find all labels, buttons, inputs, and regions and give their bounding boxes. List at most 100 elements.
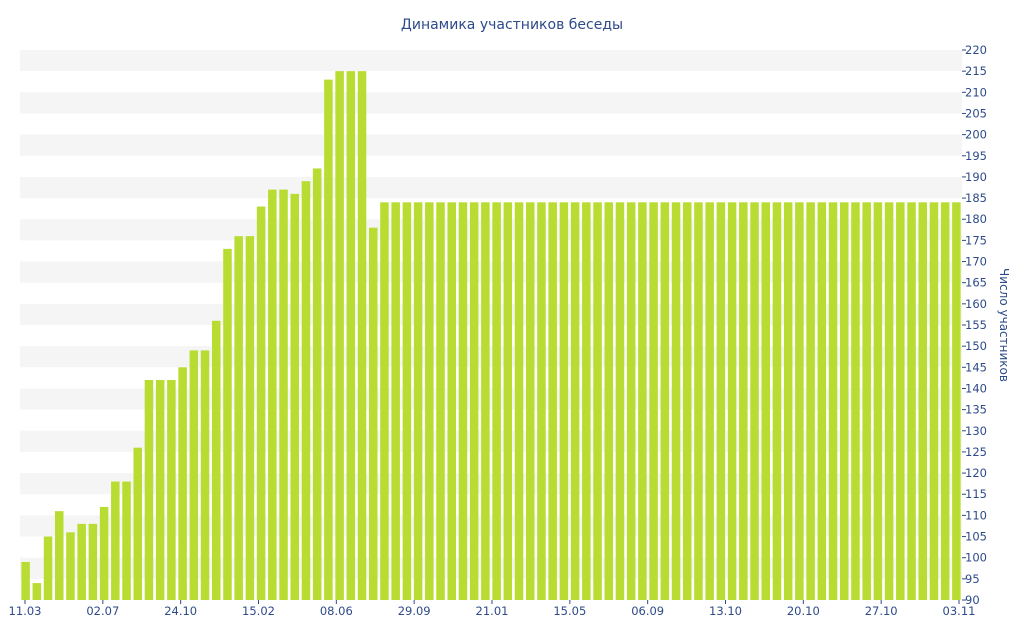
bar xyxy=(705,202,714,600)
y-tick-label: 150 xyxy=(965,339,987,353)
y-tick-label: 130 xyxy=(965,424,987,438)
bar xyxy=(839,202,849,600)
bar xyxy=(626,202,636,600)
bar xyxy=(189,350,199,600)
y-tick-label: 115 xyxy=(965,487,987,501)
bar xyxy=(77,523,86,600)
bar xyxy=(245,236,255,600)
bar xyxy=(234,236,243,600)
bar xyxy=(357,71,367,600)
y-tick-label: 175 xyxy=(965,233,987,247)
bar xyxy=(570,202,580,600)
grid-band xyxy=(20,134,962,156)
y-tick-label: 110 xyxy=(965,508,987,522)
bar xyxy=(682,202,692,600)
bar xyxy=(582,202,591,600)
grid-band xyxy=(20,92,962,114)
y-tick-label: 210 xyxy=(965,85,987,99)
x-tick-label: 08.06 xyxy=(320,604,353,618)
bar xyxy=(884,202,894,600)
bar xyxy=(862,202,871,600)
y-tick-label: 160 xyxy=(965,297,987,311)
bar xyxy=(155,380,165,600)
bar xyxy=(593,202,602,600)
bar xyxy=(335,71,344,600)
bar xyxy=(828,202,838,600)
y-tick-label: 215 xyxy=(965,64,987,78)
y-tick-label: 170 xyxy=(965,255,987,269)
bar xyxy=(604,202,614,600)
y-tick-label: 220 xyxy=(965,43,987,57)
y-tick-label: 140 xyxy=(965,381,987,395)
grid-band xyxy=(20,557,962,579)
bar xyxy=(806,202,815,600)
bar xyxy=(694,202,703,600)
bar xyxy=(559,202,569,600)
x-tick-label: 27.10 xyxy=(865,604,898,618)
bar xyxy=(907,202,916,600)
bar xyxy=(469,202,479,600)
bar xyxy=(167,380,176,600)
bar xyxy=(671,202,681,600)
bar xyxy=(537,202,546,600)
grid-band xyxy=(20,388,962,410)
grid-band xyxy=(20,515,962,537)
bar xyxy=(324,79,333,601)
y-tick-label: 125 xyxy=(965,445,987,459)
y-tick-label: 195 xyxy=(965,149,987,163)
grid-band xyxy=(20,303,962,325)
bar xyxy=(413,202,423,600)
bar xyxy=(514,202,524,600)
grid-band xyxy=(20,473,962,495)
y-axis-ticks: 90 95 100 105 110 115 120 125 130 135 140 145 150 155… xyxy=(962,43,987,607)
bar xyxy=(301,181,311,600)
bar xyxy=(144,380,154,600)
bar xyxy=(750,202,759,600)
x-tick-label: 03.11 xyxy=(943,604,976,618)
y-tick-label: 155 xyxy=(965,318,987,332)
bar xyxy=(200,350,210,600)
y-tick-label: 185 xyxy=(965,191,987,205)
bar xyxy=(795,202,804,600)
bar xyxy=(716,202,726,600)
bar xyxy=(402,202,412,600)
bar xyxy=(940,202,950,600)
x-tick-label: 24.10 xyxy=(164,604,197,618)
bar xyxy=(548,202,557,600)
bar xyxy=(99,506,109,600)
x-tick-label: 21.01 xyxy=(476,604,509,618)
bar xyxy=(88,523,98,600)
grid-bands xyxy=(20,50,962,579)
x-tick-label: 02.07 xyxy=(86,604,119,618)
bar xyxy=(873,202,883,600)
bar xyxy=(638,202,647,600)
grid-band xyxy=(20,346,962,368)
y-tick-label: 165 xyxy=(965,276,987,290)
y-tick-label: 90 xyxy=(965,593,980,607)
bar xyxy=(368,227,378,600)
grid-band xyxy=(20,50,962,72)
bar xyxy=(952,202,961,600)
x-tick-label: 06.09 xyxy=(631,604,664,618)
bar xyxy=(425,202,434,600)
bar xyxy=(223,248,232,600)
y-axis-label: Число участников xyxy=(997,268,1011,382)
x-tick-label: 15.05 xyxy=(553,604,586,618)
bar xyxy=(492,202,501,600)
bar xyxy=(256,206,266,601)
bar xyxy=(111,481,120,600)
grid-band xyxy=(20,430,962,452)
bar xyxy=(380,202,389,600)
x-axis-ticks: 11.03 02.07 24.10 15.02 08.06 29.09 21.01 15.05… xyxy=(9,600,976,618)
x-tick-label: 20.10 xyxy=(787,604,820,618)
bar xyxy=(268,189,277,600)
bar xyxy=(851,202,860,600)
y-tick-label: 145 xyxy=(965,360,987,374)
bar xyxy=(649,202,658,600)
bar xyxy=(481,202,490,600)
bar xyxy=(896,202,905,600)
y-tick-label: 135 xyxy=(965,403,987,417)
y-tick-label: 105 xyxy=(965,530,987,544)
grid-band xyxy=(20,176,962,199)
